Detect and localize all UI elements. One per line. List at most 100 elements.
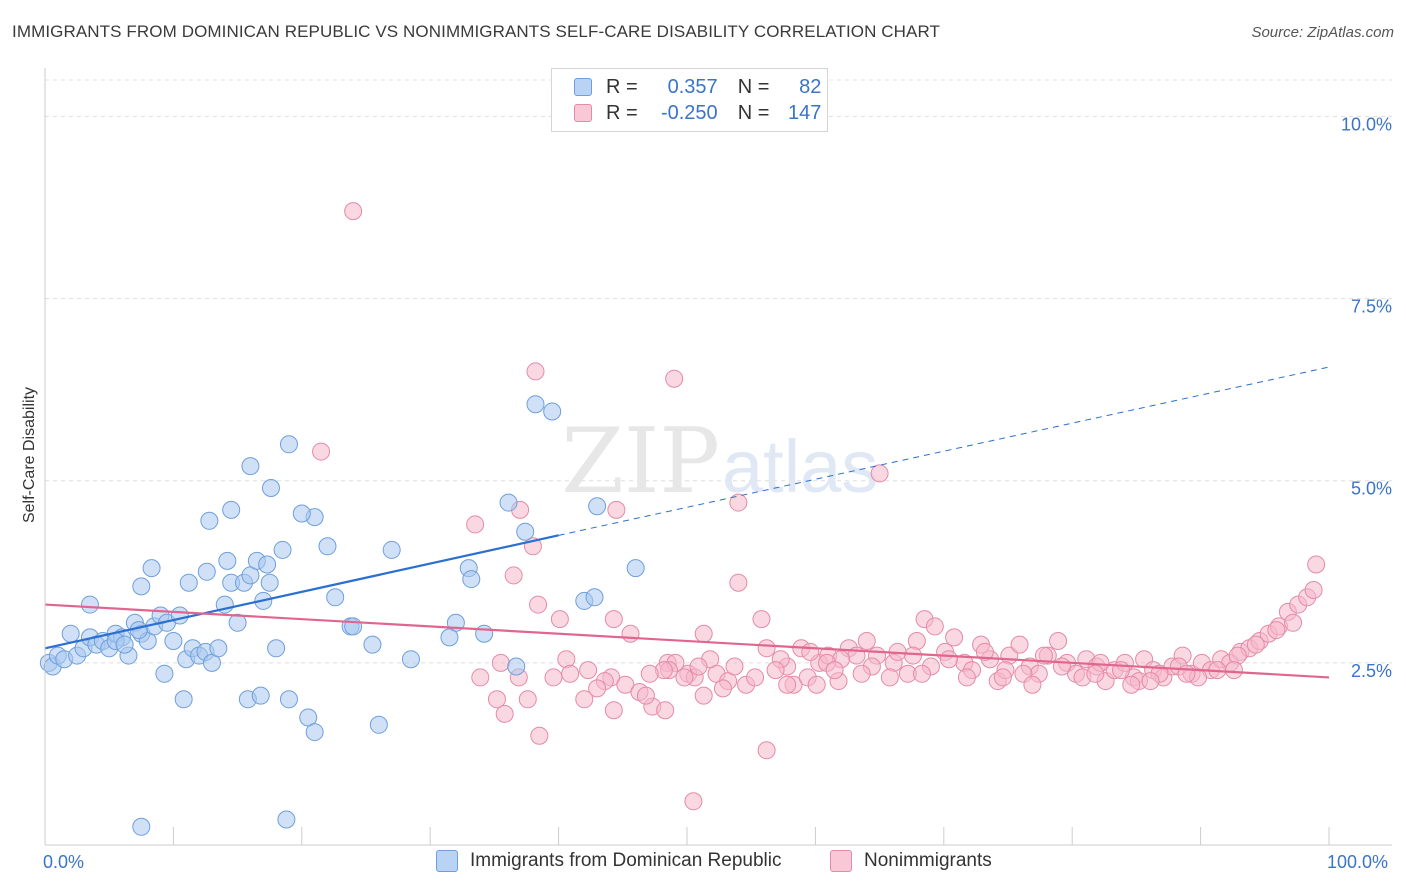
immigrants-point bbox=[115, 635, 134, 654]
y-tick-label: 5.0% bbox=[1351, 479, 1392, 499]
legend-n-label: N = bbox=[737, 75, 770, 98]
immigrants-point bbox=[261, 479, 280, 497]
immigrants-point bbox=[626, 559, 645, 578]
legend-r-label: R = bbox=[606, 75, 638, 98]
nonimmigrants-point bbox=[1246, 635, 1265, 654]
nonimmigrants-point bbox=[561, 664, 580, 683]
legend-r-label: R = bbox=[606, 101, 638, 124]
nonimmigrants-point bbox=[1034, 646, 1053, 665]
x-tick-min: 0.0% bbox=[43, 852, 85, 872]
nonimmigrants-point bbox=[579, 661, 598, 680]
immigrants-point bbox=[273, 540, 292, 559]
immigrants-point bbox=[462, 570, 481, 589]
immigrants-point bbox=[344, 617, 363, 636]
stats-legend: R = 0.357 N = 82 R = -0.250 N = 147 bbox=[551, 68, 828, 132]
immigrants-point bbox=[260, 573, 279, 592]
nonimmigrants-point bbox=[957, 668, 976, 687]
nonimmigrants-point bbox=[656, 701, 675, 720]
immigrants-point bbox=[279, 435, 298, 454]
immigrants-point bbox=[61, 624, 80, 643]
nonimmigrants-point bbox=[1052, 657, 1071, 676]
nonimmigrants-point bbox=[694, 624, 713, 643]
immigrants-point bbox=[222, 500, 241, 519]
nonimmigrants-point bbox=[746, 668, 765, 687]
nonimmigrants-point bbox=[312, 442, 331, 461]
nonimmigrants-point bbox=[912, 664, 931, 683]
y-tick-label: 7.5% bbox=[1351, 297, 1392, 317]
nonimmigrants-point bbox=[526, 362, 545, 381]
nonimmigrants-point bbox=[1224, 661, 1243, 680]
nonimmigrants-point bbox=[544, 668, 563, 687]
immigrants-point bbox=[164, 632, 183, 650]
immigrants-point bbox=[588, 497, 607, 516]
watermark-atlas: atlas bbox=[722, 425, 878, 508]
immigrants-point bbox=[228, 613, 247, 632]
nonimmigrants-point bbox=[1307, 555, 1326, 574]
nonimmigrants-point bbox=[713, 679, 732, 698]
bottom-legend-immigrants: Immigrants from Dominican Republic bbox=[436, 850, 782, 872]
nonimmigrants-point bbox=[757, 639, 776, 658]
immigrants-point bbox=[218, 551, 237, 570]
immigrants-point bbox=[318, 537, 337, 556]
nonimmigrants-point bbox=[665, 369, 684, 388]
immigrants-point bbox=[440, 628, 459, 647]
nonimmigrants-point bbox=[903, 646, 922, 665]
immigrants-point bbox=[526, 395, 545, 414]
nonimmigrants-point bbox=[757, 741, 776, 760]
nonimmigrants-point bbox=[880, 668, 899, 687]
nonimmigrants-point bbox=[487, 690, 506, 709]
nonimmigrants-point bbox=[529, 595, 548, 614]
bottom-legend-swatch-pink bbox=[830, 850, 852, 872]
nonimmigrants-point bbox=[588, 679, 607, 698]
nonimmigrants-point bbox=[925, 617, 944, 636]
immigrants-point bbox=[209, 639, 228, 658]
nonimmigrants-point bbox=[604, 701, 623, 720]
legend-r-value: -0.250 bbox=[660, 101, 718, 124]
nonimmigrants-point bbox=[993, 668, 1012, 687]
immigrants-point bbox=[475, 624, 494, 643]
nonimmigrants-point bbox=[466, 515, 485, 534]
bottom-legend-swatch-blue bbox=[436, 850, 458, 872]
immigrants-point bbox=[142, 559, 161, 578]
legend-row-immigrants: R = 0.357 N = 82 bbox=[574, 75, 821, 99]
nonimmigrants-point bbox=[518, 690, 537, 709]
immigrants-point bbox=[279, 690, 298, 709]
immigrants-point bbox=[179, 573, 198, 592]
immigrants-point bbox=[80, 595, 99, 614]
source-label: Source: ZipAtlas.com bbox=[1251, 24, 1394, 41]
y-tick-label: 10.0% bbox=[1341, 114, 1392, 134]
immigrants-point bbox=[258, 555, 277, 574]
nonimmigrants-point bbox=[684, 792, 703, 811]
chart-title: IMMIGRANTS FROM DOMINICAN REPUBLIC VS NO… bbox=[12, 22, 941, 41]
nonimmigrants-point bbox=[857, 632, 876, 650]
immigrants-point bbox=[401, 650, 420, 669]
immigrants-point bbox=[132, 577, 151, 596]
nonimmigrants-point bbox=[504, 566, 523, 585]
legend-row-nonimmigrants: R = -0.250 N = 147 bbox=[574, 101, 821, 125]
immigrants-point bbox=[155, 664, 174, 683]
bottom-legend-label: Nonimmigrants bbox=[864, 850, 992, 871]
immigrants-point bbox=[200, 511, 219, 530]
nonimmigrants-point bbox=[975, 642, 994, 661]
nonimmigrants-point bbox=[766, 661, 785, 680]
nonimmigrants-point bbox=[640, 664, 659, 683]
nonimmigrants-point bbox=[945, 628, 964, 647]
legend-swatch-blue bbox=[574, 78, 592, 96]
nonimmigrants-point bbox=[1284, 613, 1303, 632]
nonimmigrants-point bbox=[801, 642, 820, 661]
legend-swatch-pink bbox=[574, 104, 592, 122]
nonimmigrants-point bbox=[1023, 675, 1042, 694]
nonimmigrants-point bbox=[621, 624, 640, 643]
nonimmigrants-point bbox=[778, 675, 797, 694]
nonimmigrants-point bbox=[491, 653, 510, 672]
immigrants-point bbox=[251, 686, 270, 705]
nonimmigrants-point bbox=[807, 675, 826, 694]
bottom-legend-nonimmigrants: Nonimmigrants bbox=[830, 850, 992, 872]
immigrants-point bbox=[516, 522, 535, 541]
nonimmigrants-point bbox=[725, 657, 744, 676]
nonimmigrants-point bbox=[1049, 632, 1068, 650]
immigrants-point bbox=[174, 690, 193, 709]
nonimmigrants-point bbox=[344, 202, 363, 221]
nonimmigrants-points bbox=[312, 202, 1326, 811]
